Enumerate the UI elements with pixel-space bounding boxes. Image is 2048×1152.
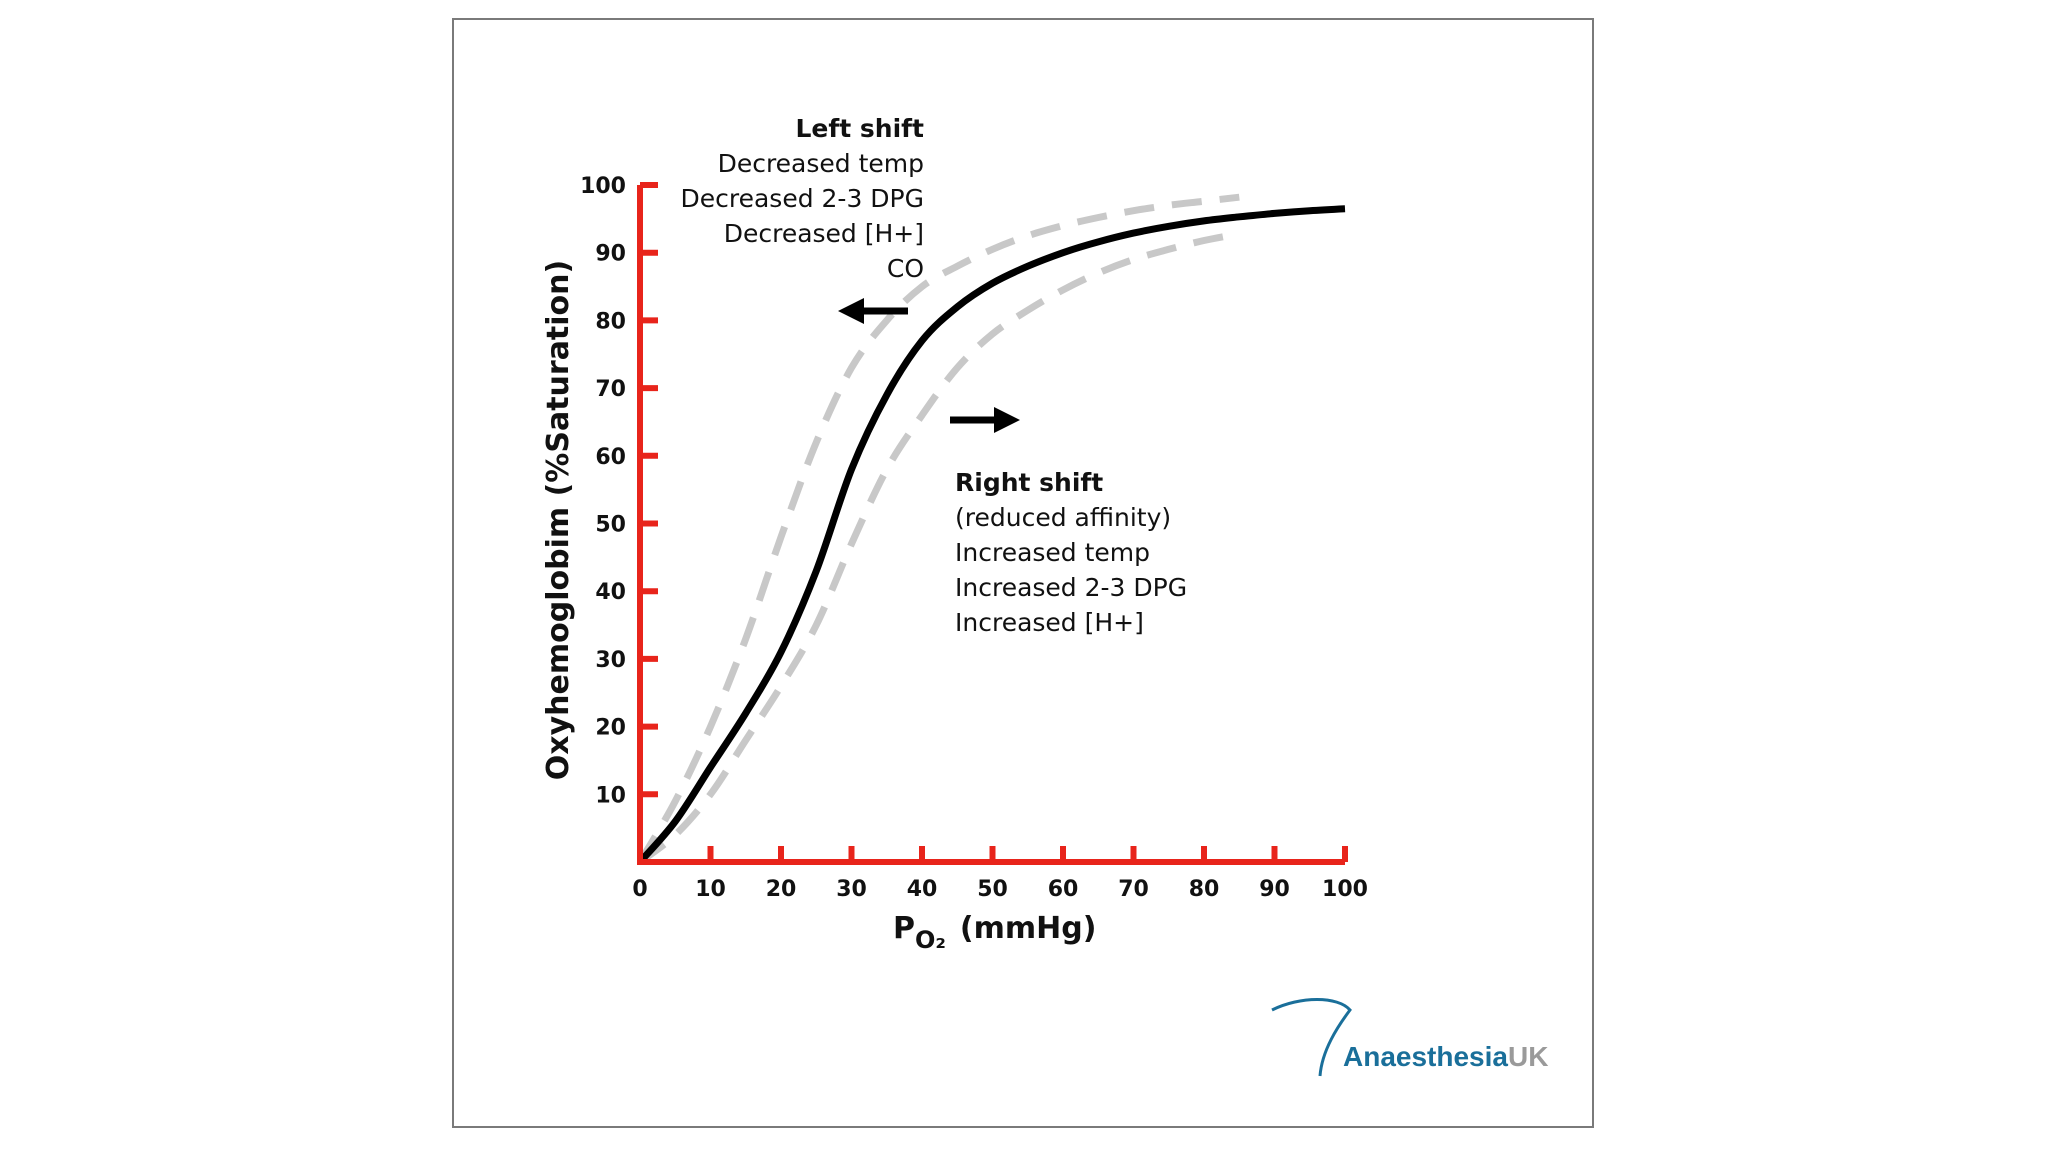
left-shift-line: Decreased temp <box>718 149 924 178</box>
x-tick-label: 30 <box>836 877 867 902</box>
left-shift-line: CO <box>887 254 924 283</box>
x-axis-title-units: (mmHg) <box>960 911 1097 946</box>
x-tick-label: 10 <box>695 877 726 902</box>
x-axis-title-p: P <box>893 911 915 946</box>
x-tick-label: 20 <box>766 877 797 902</box>
y-tick-label: 40 <box>595 580 626 605</box>
normal-curve-line <box>637 205 1346 865</box>
y-tick-label: 100 <box>580 174 626 199</box>
right-shift-title: Right shift <box>955 468 1103 497</box>
y-tick-label: 50 <box>595 513 626 538</box>
logo-text: AnaesthesiaUK <box>1343 1041 1548 1072</box>
logo-swoosh-icon <box>1271 998 1352 1077</box>
x-tick-label: 60 <box>1048 877 1079 902</box>
x-tick-label: 70 <box>1118 877 1149 902</box>
x-tick-label: 50 <box>977 877 1008 902</box>
y-tick-label: 70 <box>595 377 626 402</box>
x-tick-label: 90 <box>1259 877 1290 902</box>
logo-name-part2: UK <box>1508 1041 1548 1072</box>
left-shift-line: Decreased [H+] <box>724 219 924 248</box>
logo-name-part1: Anaesthesia <box>1343 1041 1508 1072</box>
x-tick-label: 80 <box>1189 877 1220 902</box>
right-shift-curve-line <box>637 230 1240 865</box>
right-shift-line: Increased 2-3 DPG <box>955 573 1187 602</box>
y-tick-label: 90 <box>595 242 626 267</box>
left-shift-annotation: Left shift Decreased temp Decreased 2-3 … <box>680 114 924 324</box>
left-shift-curve-line <box>636 193 1240 864</box>
x-tick-label: 40 <box>907 877 938 902</box>
right-shift-line: Increased temp <box>955 538 1150 567</box>
right-shift-line: Increased [H+] <box>955 608 1144 637</box>
y-tick-label: 10 <box>595 783 626 808</box>
y-axis-title: Oxyhemoglobim (%Saturation) <box>541 260 576 780</box>
right-shift-annotation: Right shift (reduced affinity) Increased… <box>950 407 1187 637</box>
left-shift-line: Decreased 2-3 DPG <box>680 184 924 213</box>
axes-layer <box>637 182 1348 865</box>
left-shift-title: Left shift <box>796 114 925 143</box>
right-shift-line: (reduced affinity) <box>955 503 1171 532</box>
y-tick-label: 20 <box>595 716 626 741</box>
tick-labels-layer: 0 10 20 30 40 50 60 70 80 90 100 10 20 30 40 50 60 70 80 90… <box>580 174 1368 902</box>
left-arrow-icon <box>838 298 908 324</box>
anaesthesia-uk-logo: AnaesthesiaUK <box>1271 998 1548 1077</box>
x-axis-title: PO₂ (mmHg) <box>893 911 1096 954</box>
y-tick-label: 80 <box>595 309 626 334</box>
x-tick-label: 100 <box>1322 877 1368 902</box>
y-tick-label: 60 <box>595 445 626 470</box>
x-axis-title-subscript: O₂ <box>915 926 946 954</box>
right-arrow-icon <box>950 407 1020 433</box>
curves-layer <box>636 193 1346 865</box>
x-tick-label: 0 <box>632 877 647 902</box>
y-tick-label: 30 <box>595 648 626 673</box>
